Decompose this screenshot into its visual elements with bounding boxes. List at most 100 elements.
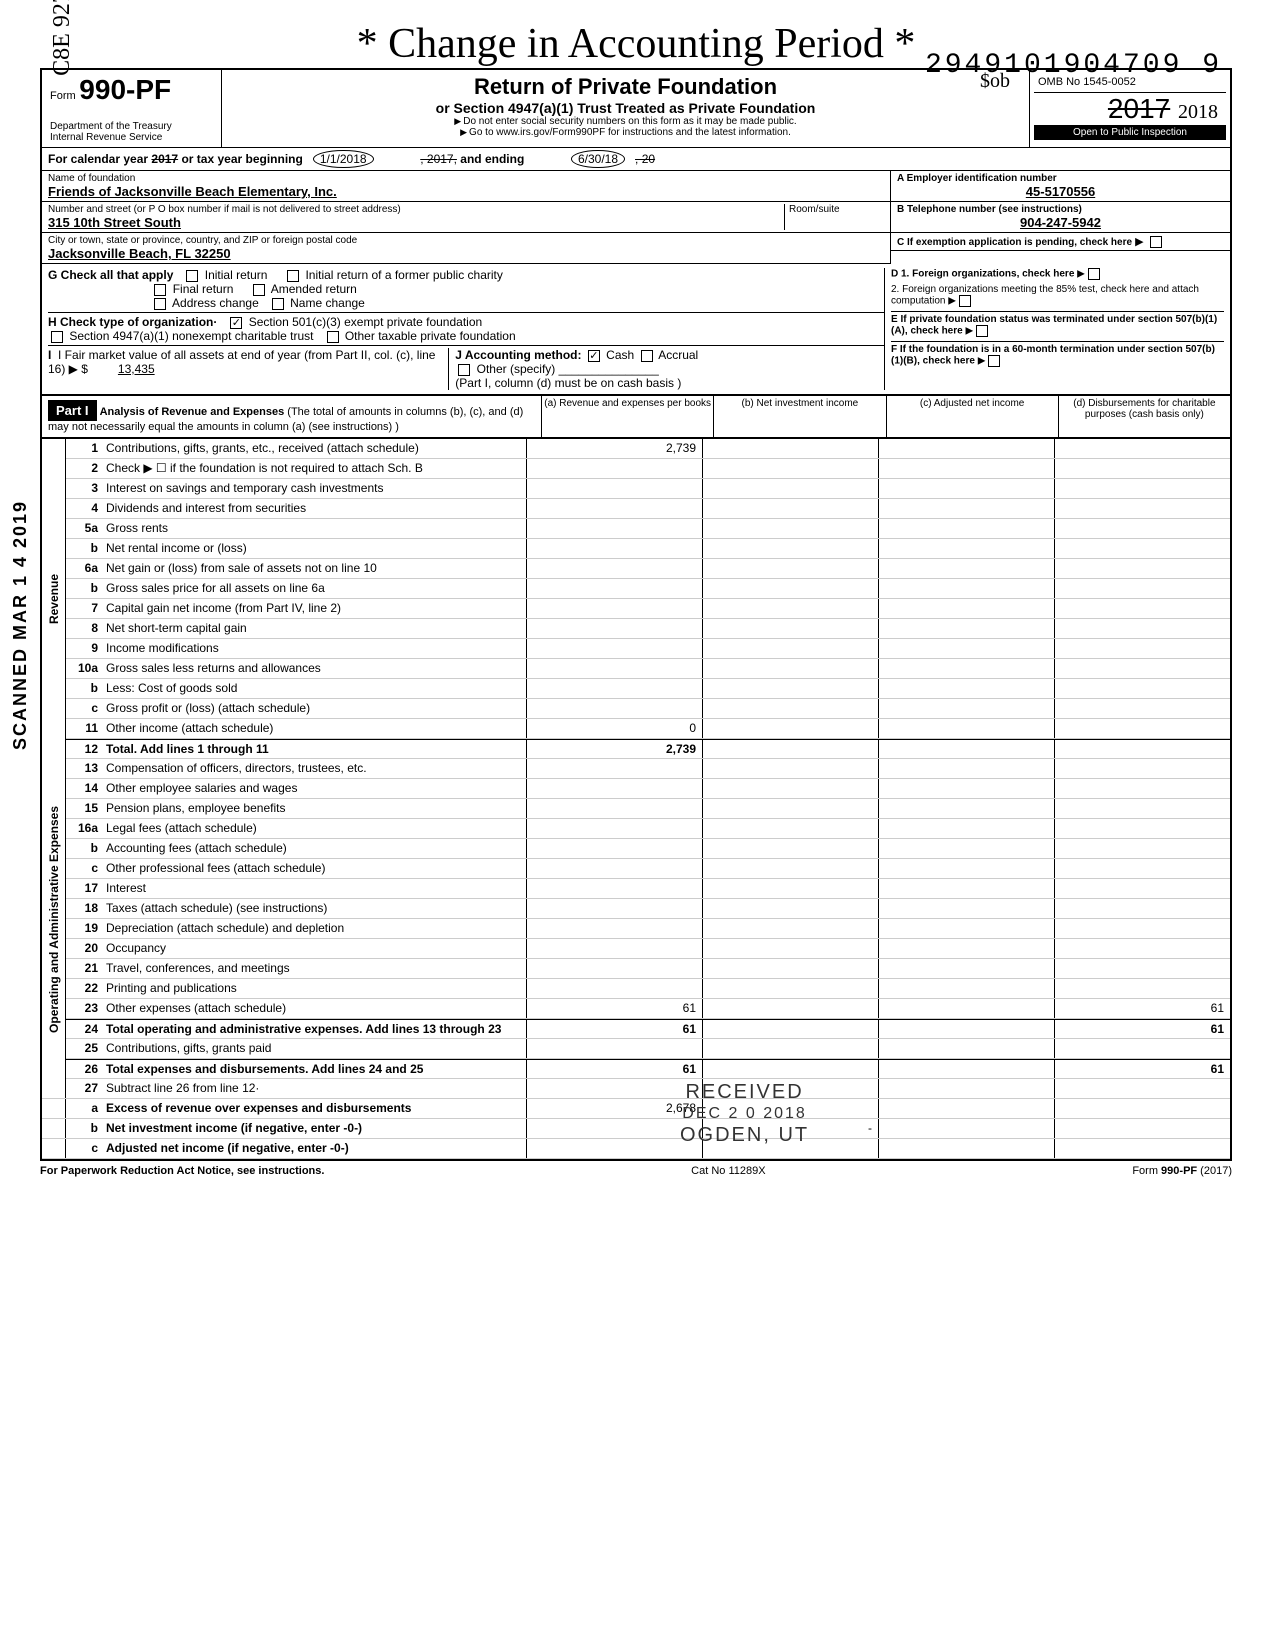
part1-table: Revenue 1Contributions, gifts, grants, e… (40, 439, 1232, 1159)
line-16c: cOther professional fees (attach schedul… (66, 859, 1230, 879)
line-desc: Dividends and interest from securities (102, 499, 526, 518)
line-10c: cGross profit or (loss) (attach schedule… (66, 699, 1230, 719)
cell-b (702, 899, 878, 918)
line-desc: Net rental income or (loss) (102, 539, 526, 558)
g-former-cb[interactable] (287, 270, 299, 282)
cell-c (878, 1060, 1054, 1078)
line-20: 20Occupancy (66, 939, 1230, 959)
h-other-cb[interactable] (327, 331, 339, 343)
begin-date: 1/1/2018 (313, 150, 374, 168)
cell-d (1054, 839, 1230, 858)
line-num: 9 (66, 639, 102, 658)
c-checkbox[interactable] (1150, 236, 1162, 248)
cell-d (1054, 859, 1230, 878)
cell-c (878, 779, 1054, 798)
form-word: Form (50, 90, 76, 102)
form-note-2: Go to www.irs.gov/Form990PF for instruct… (230, 127, 1021, 138)
cell-b (702, 659, 878, 678)
cell-c (878, 479, 1054, 498)
part1-label: Part I (48, 400, 97, 421)
g-opt-0: Initial return (205, 268, 268, 282)
j-other-cb[interactable] (458, 364, 470, 376)
cell-c (878, 679, 1054, 698)
cell-a (526, 619, 702, 638)
cell-c (878, 979, 1054, 998)
cell-a (526, 759, 702, 778)
cell-d (1054, 799, 1230, 818)
d2-cb[interactable] (959, 295, 971, 307)
h-4947-cb[interactable] (51, 331, 63, 343)
cell-d (1054, 1079, 1230, 1098)
d1-cb[interactable] (1088, 268, 1100, 280)
g-opt-3: Amended return (271, 282, 357, 296)
d2-row: 2. Foreign organizations meeting the 85%… (891, 284, 1224, 307)
cell-d (1054, 479, 1230, 498)
g-namechg-cb[interactable] (272, 298, 284, 310)
cell-d (1054, 439, 1230, 458)
j-accrual-cb[interactable] (641, 350, 653, 362)
line-num: c (66, 859, 102, 878)
cell-d (1054, 740, 1230, 758)
form-note-1: Do not enter social security numbers on … (230, 116, 1021, 127)
cell-c (878, 919, 1054, 938)
line-desc: Other expenses (attach schedule) (102, 999, 526, 1018)
g-initial-cb[interactable] (186, 270, 198, 282)
g-amended-cb[interactable] (253, 284, 265, 296)
cell-b (702, 799, 878, 818)
page-footer: For Paperwork Reduction Act Notice, see … (40, 1159, 1232, 1181)
j-note: (Part I, column (d) must be on cash basi… (455, 376, 681, 390)
scanned-stamp: SCANNED MAR 1 4 2019 (10, 500, 31, 750)
line-desc: Occupancy (102, 939, 526, 958)
line-num: a (66, 1099, 102, 1118)
j-cash-cb[interactable] (588, 350, 600, 362)
line-desc: Accounting fees (attach schedule) (102, 839, 526, 858)
cell-a (526, 639, 702, 658)
d2-label: 2. Foreign organizations meeting the 85%… (891, 284, 1199, 307)
line-27b: bNet investment income (if negative, ent… (42, 1119, 1230, 1139)
h-501c3-cb[interactable] (230, 317, 242, 329)
cell-c (878, 599, 1054, 618)
line-desc: Less: Cost of goods sold (102, 679, 526, 698)
line-21: 21Travel, conferences, and meetings (66, 959, 1230, 979)
cell-b (702, 979, 878, 998)
cell-c (878, 959, 1054, 978)
f-cb[interactable] (988, 355, 1000, 367)
line-desc: Net short-term capital gain (102, 619, 526, 638)
line-5a: 5aGross rents (66, 519, 1230, 539)
g-addrchg-cb[interactable] (154, 298, 166, 310)
line-26: 26Total expenses and disbursements. Add … (66, 1059, 1230, 1079)
cell-d (1054, 499, 1230, 518)
line-num: 8 (66, 619, 102, 638)
cell-a (526, 459, 702, 478)
form-number: 990-PF (79, 74, 171, 105)
line-7: 7Capital gain net income (from Part IV, … (66, 599, 1230, 619)
cell-a: 0 (526, 719, 702, 738)
ij-row: I I Fair market value of all assets at e… (48, 345, 884, 390)
cell-a (526, 679, 702, 698)
line-desc: Compensation of officers, directors, tru… (102, 759, 526, 778)
cell-c (878, 439, 1054, 458)
cell-b (702, 579, 878, 598)
cell-a (526, 1039, 702, 1058)
form-title: Return of Private Foundation (230, 74, 1021, 100)
line-desc: Net gain or (loss) from sale of assets n… (102, 559, 526, 578)
h-opt-3: Other taxable private foundation (345, 329, 516, 343)
e-cb[interactable] (976, 325, 988, 337)
g-row: G Check all that apply Initial return In… (48, 268, 884, 310)
line-desc: Contributions, gifts, grants paid (102, 1039, 526, 1058)
line-desc: Legal fees (attach schedule) (102, 819, 526, 838)
cell-b (702, 839, 878, 858)
col-a-head: (a) Revenue and expenses per books (542, 396, 714, 437)
cell-b (702, 639, 878, 658)
line-desc: Total operating and administrative expen… (102, 1020, 526, 1038)
cell-a (526, 479, 702, 498)
cell-c (878, 740, 1054, 758)
line-desc: Depreciation (attach schedule) and deple… (102, 919, 526, 938)
cell-d (1054, 819, 1230, 838)
g-final-cb[interactable] (154, 284, 166, 296)
cell-a (526, 919, 702, 938)
line-17: 17Interest (66, 879, 1230, 899)
cell-b (702, 519, 878, 538)
line-desc: Other income (attach schedule) (102, 719, 526, 738)
cell-a (526, 699, 702, 718)
